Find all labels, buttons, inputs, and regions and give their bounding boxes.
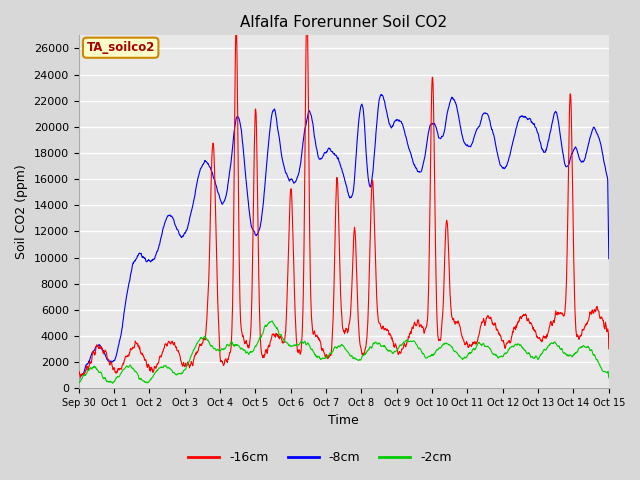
X-axis label: Time: Time xyxy=(328,414,359,427)
Legend: -16cm, -8cm, -2cm: -16cm, -8cm, -2cm xyxy=(183,446,457,469)
Text: TA_soilco2: TA_soilco2 xyxy=(86,41,155,54)
Title: Alfalfa Forerunner Soil CO2: Alfalfa Forerunner Soil CO2 xyxy=(240,15,447,30)
Y-axis label: Soil CO2 (ppm): Soil CO2 (ppm) xyxy=(15,165,28,259)
